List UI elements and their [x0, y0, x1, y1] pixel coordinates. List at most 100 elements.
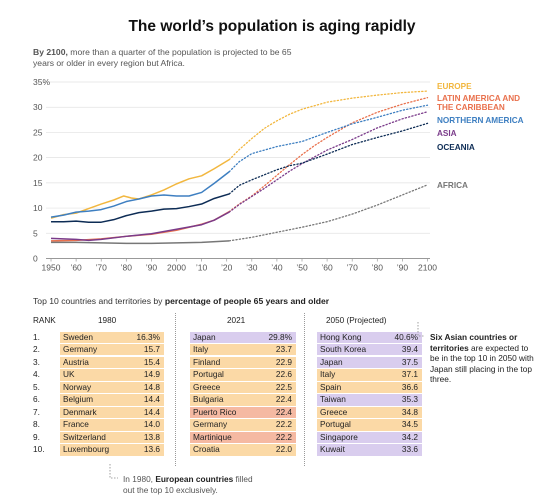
percent-value: 22.4 [275, 406, 292, 417]
country-name: Hong Kong [320, 331, 362, 342]
percent-value: 36.6 [401, 381, 418, 392]
percent-value: 22.2 [275, 431, 292, 442]
y-tick-label: 5 [33, 228, 38, 238]
series-line-historical [51, 240, 230, 245]
percent-value: 14.4 [143, 394, 160, 405]
series-line-historical [51, 193, 230, 223]
chart-title: The world’s population is aging rapidly [128, 18, 416, 35]
country-name: UK [63, 369, 75, 380]
y-tick-label: 25 [33, 127, 43, 137]
x-tick-label: ’20 [221, 263, 233, 273]
table-cell: Germany 15.7 [60, 344, 164, 356]
table-cell: Puerto Rico 22.4 [190, 406, 296, 419]
rank-label: 2. [33, 344, 40, 355]
rank-label: 6. [33, 394, 40, 405]
series-line-projected [228, 111, 429, 213]
x-tick-label: ’60 [70, 263, 82, 273]
x-tick-label: ’70 [96, 263, 108, 273]
x-tick-label: ’70 [347, 263, 359, 273]
country-name: Austria [63, 356, 89, 367]
percent-value: 22.5 [275, 381, 292, 392]
percent-value: 22.9 [275, 356, 292, 367]
table-cell: Finland 22.9 [190, 356, 296, 368]
table-cell: Bulgaria 22.4 [190, 394, 296, 406]
table-cell: France 14.0 [60, 419, 164, 431]
percent-value: 22.0 [275, 444, 292, 455]
table-caption: Top 10 countries and territories by perc… [33, 296, 329, 306]
y-tick-label: 30 [33, 102, 43, 112]
country-name: Spain [320, 381, 342, 392]
rank-label: 1. [33, 331, 40, 342]
rank-label: 5. [33, 381, 40, 392]
table-cell: Spain 36.6 [317, 381, 422, 394]
x-tick-label: 2100 [418, 263, 437, 273]
percent-value: 23.7 [275, 344, 292, 355]
country-name: France [63, 419, 89, 430]
country-name: Portugal [320, 419, 351, 430]
country-name: South Korea [320, 344, 367, 355]
table-cell: Portugal 22.6 [190, 369, 296, 381]
country-name: Luxembourg [63, 444, 110, 455]
table-cell: Portugal 34.5 [317, 419, 422, 431]
percent-value: 16.3% [136, 331, 160, 342]
column-divider [304, 313, 305, 466]
table-cell: Luxembourg 13.6 [60, 444, 164, 456]
legend-label: ASIA [437, 129, 457, 138]
percent-value: 34.5 [401, 419, 418, 430]
table-cell: South Korea 39.4 [317, 344, 422, 356]
table-cell: Denmark 14.4 [60, 406, 164, 419]
country-name: Italy [193, 344, 209, 355]
legend-label: NORTHERN AMERICA [437, 116, 524, 125]
table-cell: Italy 23.7 [190, 344, 296, 356]
x-tick-label: 2000 [167, 263, 186, 273]
rank-label: 8. [33, 419, 40, 430]
legend-label: OCEANIA [437, 143, 475, 152]
table-caption-prefix: Top 10 countries and territories by [33, 296, 163, 306]
country-name: Taiwan [320, 394, 346, 405]
table-caption-bold: percentage of people 65 years and older [164, 296, 330, 306]
legend-label: LATIN AMERICA AND [437, 94, 520, 103]
rank-label: 10. [33, 444, 45, 455]
table-cell: Hong Kong 40.6% [317, 331, 422, 343]
table-cell: Greece 22.5 [190, 381, 296, 394]
table-cell: Sweden 16.3% [60, 331, 164, 343]
percent-value: 13.6 [143, 444, 160, 455]
percent-value: 37.5 [401, 356, 418, 367]
percent-value: 15.7 [143, 344, 160, 355]
europe-note-text: filled out the top 10 exclusively. [123, 474, 253, 495]
country-name: Germany [63, 344, 98, 355]
y-tick-label: 15 [33, 178, 43, 188]
percent-value: 15.4 [143, 356, 160, 367]
rank-label: 3. [33, 356, 40, 367]
table-cell: UK 14.9 [60, 369, 164, 381]
table-cell: Taiwan 35.3 [317, 394, 422, 406]
europe-note-prefix: In 1980, [123, 474, 153, 484]
percent-value: 37.1 [401, 369, 418, 380]
column-header-2050: 2050 (Projected) [326, 316, 387, 325]
country-name: Puerto Rico [193, 406, 237, 417]
table-cell: Japan 37.5 [317, 356, 422, 368]
country-name: Martinique [193, 431, 232, 442]
percent-value: 39.4 [401, 344, 418, 355]
percent-value: 34.8 [401, 406, 418, 417]
y-tick-label: 10 [33, 203, 43, 213]
country-name: Japan [320, 356, 343, 367]
country-name: Portugal [193, 369, 224, 380]
rank-label: 9. [33, 431, 40, 442]
table-cell: Greece 34.8 [317, 406, 422, 419]
x-tick-label: ’90 [397, 263, 409, 273]
country-name: Singapore [320, 431, 358, 442]
percent-value: 22.4 [275, 394, 292, 405]
y-tick-label: 0 [33, 254, 38, 264]
country-name: Germany [193, 419, 228, 430]
percent-value: 33.6 [401, 444, 418, 455]
europe-note-bold: European countries [155, 474, 234, 484]
table-cell: Martinique 22.2 [190, 431, 296, 444]
country-name: Sweden [63, 331, 93, 342]
percent-value: 14.0 [143, 419, 160, 430]
series-line-projected [228, 104, 429, 173]
series-line-projected [228, 90, 429, 161]
series-line-projected [228, 122, 429, 195]
y-tick-label: 35% [33, 77, 50, 87]
